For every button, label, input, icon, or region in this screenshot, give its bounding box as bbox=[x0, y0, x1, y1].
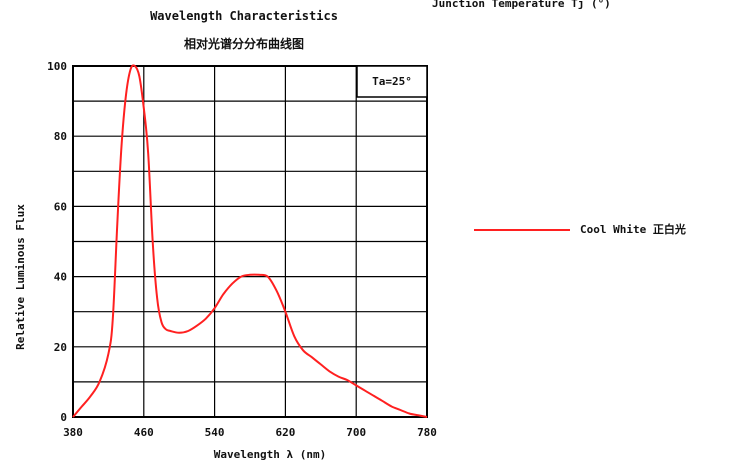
grid bbox=[73, 66, 427, 417]
y-axis-label: Relative Luminous Flux bbox=[14, 204, 27, 350]
x-tick-label: 540 bbox=[205, 426, 225, 439]
y-tick-label: 100 bbox=[47, 60, 67, 73]
chart-title: Wavelength Characteristics bbox=[150, 9, 338, 23]
plot-frame bbox=[72, 65, 428, 418]
annotation-box bbox=[356, 65, 428, 98]
y-tick-labels: 0 20 40 60 80 100 bbox=[47, 60, 67, 424]
x-tick-label: 780 bbox=[417, 426, 437, 439]
legend-label: Cool White 正白光 bbox=[580, 222, 686, 236]
series-line-cool-white bbox=[72, 64, 428, 418]
y-tick-label: 20 bbox=[54, 341, 67, 354]
x-tick-label: 460 bbox=[134, 426, 154, 439]
y-tick-label: 60 bbox=[54, 200, 67, 213]
chart-subtitle: 相对光谱分分布曲线图 bbox=[184, 36, 304, 51]
x-tick-label: 700 bbox=[346, 426, 366, 439]
x-tick-label: 620 bbox=[275, 426, 295, 439]
x-axis-label: Wavelength λ (nm) bbox=[214, 448, 327, 461]
y-tick-label: 80 bbox=[54, 130, 67, 143]
y-tick-label: 0 bbox=[60, 411, 67, 424]
y-tick-label: 40 bbox=[54, 271, 67, 284]
x-tick-labels: 380 460 540 620 700 780 bbox=[63, 426, 437, 439]
header-fragment: Junction Temperature Tj (°) bbox=[432, 0, 611, 10]
temperature-annotation: Ta=25° bbox=[372, 75, 412, 88]
x-tick-label: 380 bbox=[63, 426, 83, 439]
